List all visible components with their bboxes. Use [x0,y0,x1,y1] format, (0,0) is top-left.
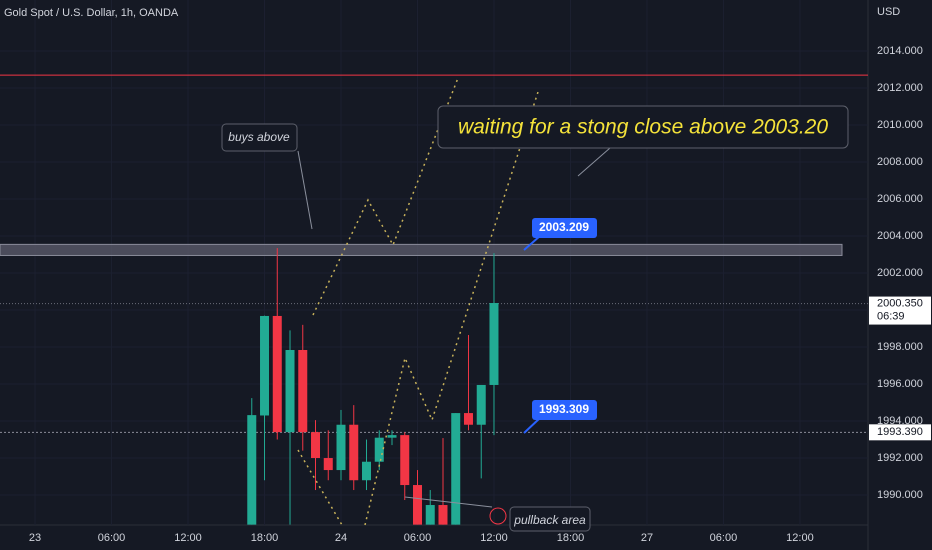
candle-body [285,350,295,433]
x-tick-label: 18:00 [251,532,279,544]
x-tick-label: 12:00 [480,532,508,544]
zone [0,243,843,256]
y-tick-label: 2010.000 [877,119,923,131]
label-text: 2003.209 [539,220,589,234]
candle-body [425,505,435,525]
callout-box [437,105,849,149]
y-tick-label: 1998.000 [877,341,923,353]
main-callout: waiting for a stong close above 2003.20 [437,105,849,177]
pointer [297,150,313,230]
y-tick-label: 1994.000 [877,415,923,427]
candle-body [463,413,473,425]
candle-body [387,435,397,438]
callout-text: pullback area [513,513,586,527]
y-tick-label: 2012.000 [877,82,923,94]
callout-text: buys above [228,130,290,144]
candle-body [260,315,270,416]
y-tick-label: 1992.000 [877,452,923,464]
x-tick-label: 06:00 [404,532,432,544]
countdown: 06:39 [877,310,905,322]
x-tick-label: 27 [641,532,653,544]
y-tick-label: 2008.000 [877,156,923,168]
x-tick-label: 12:00 [174,532,202,544]
projection-paths [297,77,539,526]
candle-body [451,413,461,525]
callout-text: waiting for a stong close above 2003.20 [458,116,828,139]
plot [0,0,868,525]
x-tick-label: 06:00 [98,532,126,544]
pullback-callout: pullback area [489,506,591,532]
last-price-box [869,296,931,325]
projection [364,91,539,526]
candle-body [323,458,333,471]
candle-body [336,424,346,471]
candle-body [476,384,486,425]
chart-title: Gold Spot / U.S. Dollar, 1h, OANDA [4,7,179,19]
callout-box [509,506,591,532]
marker-price-label: 1993.390 [877,426,923,438]
y-tick-label: 2014.000 [877,45,923,57]
label-text: 1993.309 [539,402,589,416]
callout-box [221,123,298,152]
candle-body [438,505,448,525]
y-tick-label: 2006.000 [877,193,923,205]
x-tick-label: 06:00 [710,532,738,544]
buys-callout: buys above [221,123,313,230]
candle-body [489,303,499,385]
candle-body [400,435,410,486]
label-box [532,218,597,238]
last-price-label: 2000.350 [877,297,923,309]
candle-body [362,461,372,481]
label-box [532,400,597,420]
projection [297,449,343,526]
x-tick-label: 23 [29,532,41,544]
pointer [523,417,541,434]
icon [489,507,507,525]
y-tick-label: 2004.000 [877,230,923,242]
candle-body [349,424,359,481]
candle-body [412,485,422,525]
x-tick-label: 18:00 [557,532,585,544]
y-tick-label: 1996.000 [877,378,923,390]
x-tick-label: 24 [335,532,347,544]
x-tick-label: 12:00 [786,532,814,544]
y-tick-label: 1990.000 [877,489,923,501]
candle-body [298,350,308,433]
candle-body [272,315,282,433]
marker-price-box [869,424,931,441]
pointer [523,235,541,251]
currency: USD [877,6,900,18]
pullback-pointer [404,496,493,508]
candle-body [311,432,321,459]
candle-body [247,415,257,525]
lower-label: 1993.309 [523,400,597,434]
y-tick-label: 2002.000 [877,267,923,279]
upper-label: 2003.209 [523,218,597,251]
candle-body [374,437,384,462]
